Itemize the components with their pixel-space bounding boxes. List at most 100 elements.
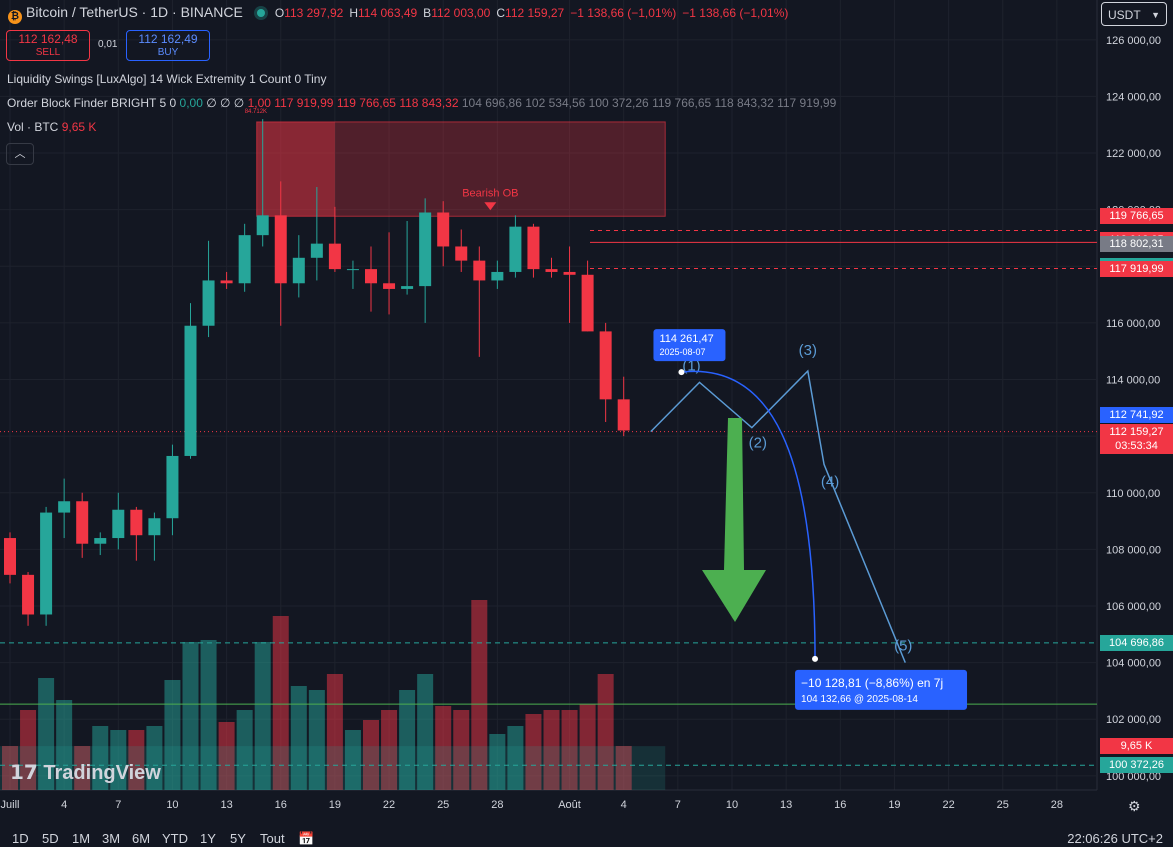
bottom-toolbar: 1D 5D 1M 3M 6M YTD 1Y 5Y Tout 📅 22:06:26 UTC+2 [0,823,1173,847]
wave-label: (3) [799,342,817,359]
ob-value-3: 1,00 [247,96,271,110]
candle-body [491,271,504,281]
volume-bar [417,674,434,790]
ob-value-10: 119 766,65 [652,96,712,110]
settings-gear-icon[interactable]: ⚙ [1128,798,1141,814]
candle-body [274,215,287,284]
ohlc-value: 112 159,27 [505,6,565,20]
volume-bar [200,640,217,790]
ohlc-key: B [423,6,432,20]
order-block-volume-bar [256,121,335,217]
projection-start-date: 2025-08-07 [659,347,705,357]
ohlc-value: 113 297,92 [284,6,344,20]
ob-value-12: 117 919,99 [777,96,837,110]
volume-bar [381,710,398,790]
y-tick-label: 114 000,00 [1106,375,1160,387]
symbol-title[interactable]: Bitcoin / TetherUS · 1D · BINANCE [26,4,243,20]
market-status-icon[interactable] [256,9,265,17]
y-tick-label: 124 000,00 [1106,91,1161,103]
volume-bar [272,616,289,790]
volume-bar [92,726,109,790]
buy-price: 112 162,49 [138,32,198,46]
price-label: 104 696,86 [1100,634,1173,651]
tradingview-icon: 𝟭𝟳 [10,762,38,784]
sell-button[interactable]: 112 162,48 SELL [6,30,90,61]
candle-body [545,269,558,272]
volume-bar [74,746,91,790]
indicator-liquidity-swings[interactable]: Liquidity Swings [LuxAlgo] 14 Wick Extre… [7,72,326,86]
symbol-header: ₿ Bitcoin / TetherUS · 1D · BINANCE O113 2… [8,4,794,24]
x-tick-label: 19 [329,799,341,811]
ob-value-2: ∅ ∅ ∅ [206,96,245,110]
chevron-down-icon: ▼ [1151,10,1160,20]
candle-body [527,226,540,270]
timeframe-6m[interactable]: 6M [132,831,151,846]
volume-bar [615,746,632,790]
timeframe-5d[interactable]: 5D [42,831,59,846]
wave-label: (4) [821,473,839,490]
x-tick-label: 13 [220,799,232,811]
currency-label: USDT [1108,8,1141,22]
volume-bar [182,642,199,790]
timeframe-ytd[interactable]: YTD [162,831,188,846]
timeframe-1y[interactable]: 1Y [200,831,216,846]
currency-select[interactable]: USDT ▼ [1101,2,1167,26]
timeframe-1d[interactable]: 1D [12,831,29,846]
volume-bar [2,746,18,790]
candle-body [509,226,522,272]
price-label: 03:53:34 [1100,437,1173,454]
price-label: 100 372,26 [1100,757,1173,774]
volume-bar [290,686,307,790]
order-block-marker [484,202,497,211]
wave-label: (1) [682,357,700,374]
y-tick-label: 106 000,00 [1106,601,1161,613]
projection-start-price: 114 261,47 [659,333,713,345]
chevron-up-icon: ︿ [14,148,26,160]
timeframe-tout[interactable]: Tout [260,831,285,846]
candle-body [581,274,594,332]
candle-body [94,538,107,544]
sell-price: 112 162,48 [18,32,78,46]
volume-bar [128,730,145,790]
y-tick-label: 110 000,00 [1106,488,1160,500]
ob-value-11: 118 843,32 [714,96,774,110]
vol-value: 9,65 K [61,120,97,134]
indicator-order-block[interactable]: Order Block Finder BRIGHT 5 0 0,00 ∅ ∅ ∅… [7,96,836,110]
candle-body [401,286,414,289]
candle-body [310,243,323,258]
volume-bar [471,600,488,790]
wave-label: (2) [749,435,767,452]
volume-bar [344,730,361,790]
volume-profile-band [0,746,666,790]
candle-body [112,509,125,539]
collapse-indicators-button[interactable]: ︿ [6,143,34,165]
sell-label: SELL [35,47,61,58]
spread-value: 0,01 [98,39,118,50]
x-tick-label: Juill [1,799,20,811]
candle-body [76,501,89,544]
calendar-icon[interactable]: 📅 [298,831,315,846]
clock[interactable]: 22:06:26 UTC+2 [1067,831,1163,846]
x-tick-label: 22 [942,799,954,811]
price-label: 117 919,99 [1100,260,1173,277]
indicator-volume[interactable]: Vol · BTC 9,65 K [7,120,96,134]
ob-value-6: 118 843,32 [399,96,459,110]
x-tick-label: 10 [726,799,738,811]
ob-value-5: 119 766,65 [336,96,396,110]
y-tick-label: 108 000,00 [1106,544,1161,556]
y-tick-label: 126 000,00 [1106,35,1161,47]
change-value: −1 138,66 (−1,01%) [570,6,677,20]
candle-body [256,215,269,236]
price-label: 112 741,92 [1100,407,1173,424]
buy-button[interactable]: 112 162,49 BUY [126,30,210,61]
x-tick-label: 13 [780,799,792,811]
timeframe-1m[interactable]: 1M [72,831,91,846]
volume-bar [543,710,560,790]
timeframe-5y[interactable]: 5Y [230,831,246,846]
timeframe-3m[interactable]: 3M [102,831,121,846]
x-tick-label: 25 [437,799,449,811]
order-block-label: Bearish OB [462,187,518,199]
volume-bar [20,710,37,790]
projection-start-point [678,369,685,376]
